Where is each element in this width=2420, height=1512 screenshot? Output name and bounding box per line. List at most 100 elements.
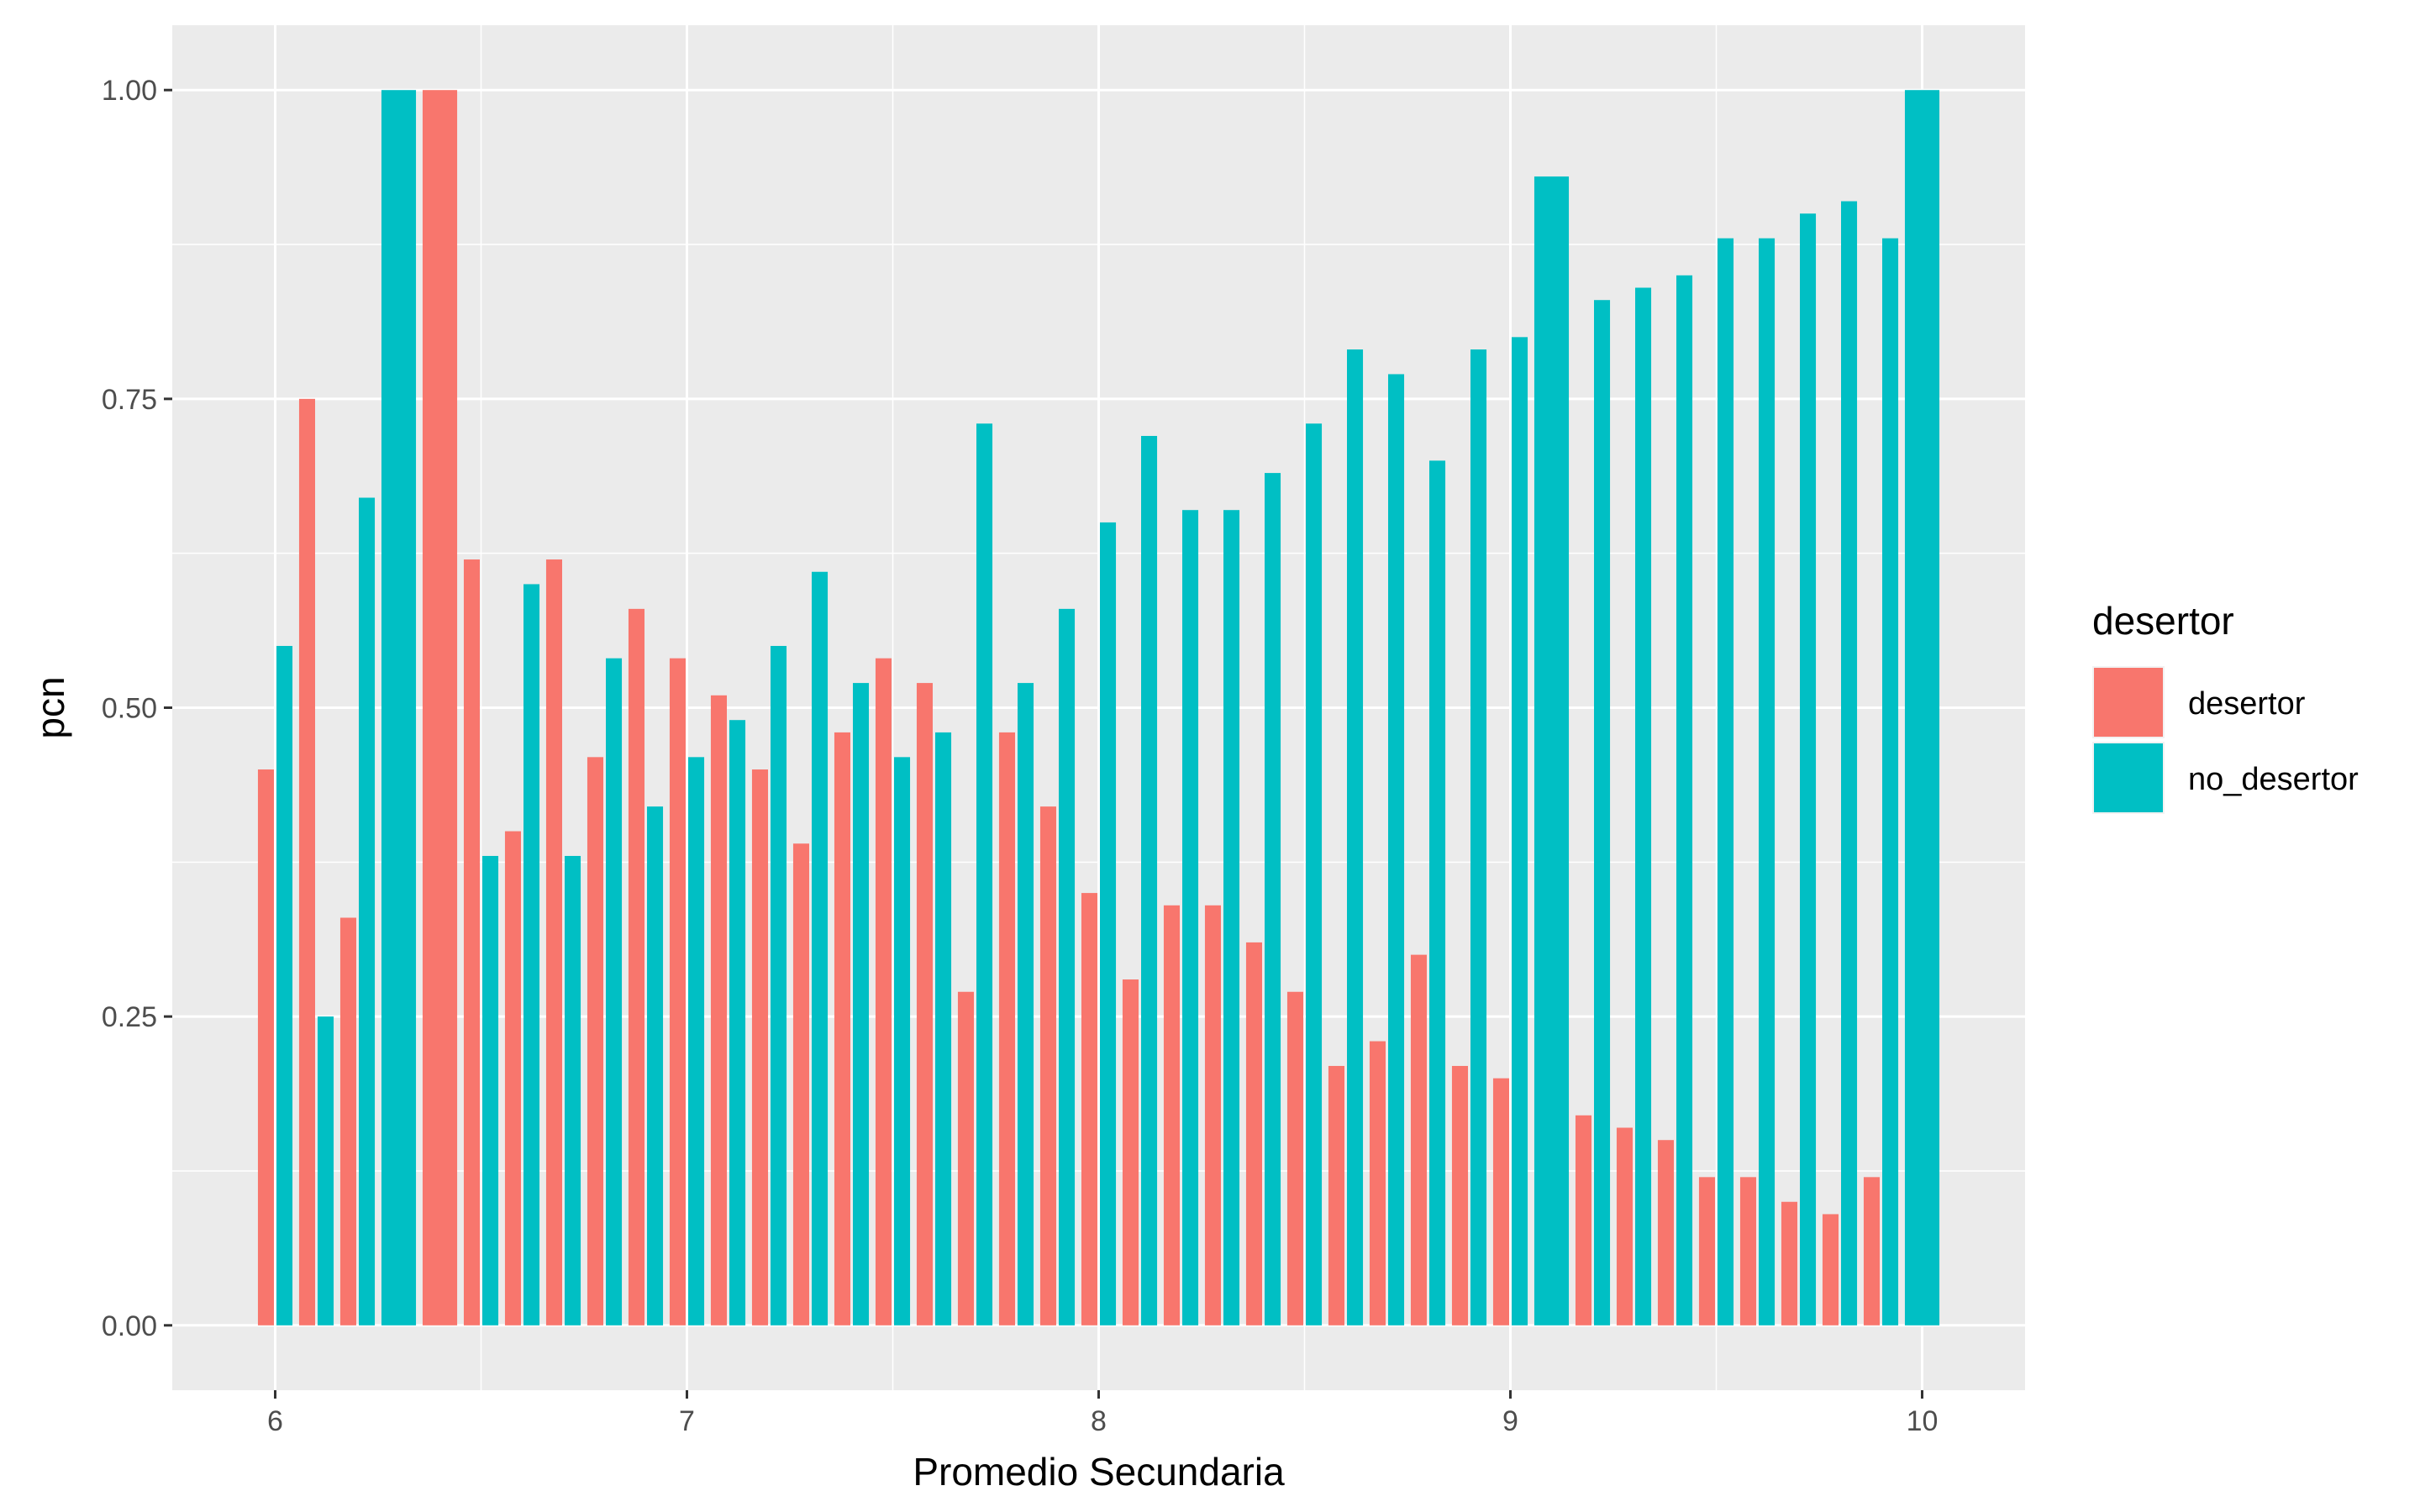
- bar-desertor-8.9: [1451, 1065, 1468, 1326]
- bar-desertor-7.0: [669, 658, 686, 1326]
- bar-desertor-7.9: [1039, 806, 1056, 1326]
- bar-desertor-9.9: [1863, 1177, 1880, 1326]
- major-gridlines: [172, 25, 2025, 1390]
- bar-no_desertor-8.4: [1265, 473, 1281, 1326]
- bar-no_desertor-10.0: [1904, 90, 1940, 1326]
- y-tick-label: 1.00: [102, 75, 157, 107]
- bar-no_desertor-9.5: [1718, 238, 1734, 1326]
- bar-desertor-6.0: [257, 769, 274, 1326]
- legend: desertor desertor no_desertor: [2092, 599, 2359, 814]
- bar-no_desertor-6.1: [318, 1016, 334, 1326]
- bar-no_desertor-8.1: [1141, 435, 1158, 1326]
- bar-no_desertor-7.4: [853, 683, 870, 1326]
- bar-desertor-8.7: [1369, 1041, 1386, 1326]
- bar-desertor-7.3: [792, 843, 809, 1326]
- bar-desertor-9.2: [1575, 1115, 1591, 1326]
- x-tick-label: 7: [679, 1405, 695, 1437]
- bar-desertor-7.4: [834, 732, 850, 1326]
- bar-desertor-8.4: [1245, 942, 1262, 1326]
- bar-no_desertor-7.0: [688, 757, 705, 1326]
- bar-no_desertor-9.1: [1534, 176, 1570, 1326]
- x-tick-label: 9: [1502, 1405, 1518, 1437]
- x-tick-label: 8: [1091, 1405, 1107, 1437]
- bar-no_desertor-8.7: [1388, 374, 1405, 1326]
- bar-desertor-9.6: [1739, 1177, 1756, 1326]
- y-tick-label: 0.75: [102, 384, 157, 416]
- bar-no_desertor-9.6: [1759, 238, 1776, 1326]
- bar-no_desertor-8.8: [1429, 460, 1446, 1326]
- bar-no_desertor-9.7: [1800, 213, 1817, 1326]
- bar-no_desertor-8.2: [1182, 510, 1199, 1326]
- bar-no_desertor-6.3: [381, 90, 417, 1326]
- bar-no_desertor-8.5: [1306, 423, 1323, 1326]
- bar-desertor-7.2: [751, 769, 768, 1326]
- bar-desertor-6.7: [545, 559, 562, 1326]
- bar-no_desertor-7.5: [894, 757, 911, 1326]
- bar-no_desertor-7.2: [771, 645, 787, 1326]
- bar-no_desertor-7.9: [1059, 608, 1076, 1326]
- bar-desertor-9.4: [1657, 1140, 1674, 1326]
- x-axis-title: Promedio Secundaria: [913, 1450, 1285, 1494]
- bar-no_desertor-6.8: [606, 658, 623, 1326]
- bar-desertor-8.0: [1081, 893, 1097, 1326]
- bar-desertor-7.6: [916, 683, 933, 1326]
- bar-desertor-6.6: [504, 831, 521, 1326]
- bar-no_desertor-6.9: [647, 806, 664, 1326]
- bar-desertor-6.8: [587, 757, 603, 1326]
- bar-desertor-7.5: [875, 658, 892, 1326]
- bar-no_desertor-7.3: [812, 571, 829, 1326]
- bar-desertor-9.3: [1616, 1127, 1633, 1326]
- y-axis-title: pcn: [29, 676, 72, 738]
- bar-desertor-8.2: [1163, 905, 1180, 1326]
- legend-label-no_desertor: no_desertor: [2188, 762, 2359, 797]
- bar-desertor-7.8: [998, 732, 1015, 1326]
- bar-desertor-8.1: [1122, 979, 1139, 1326]
- bar-desertor-6.9: [628, 608, 644, 1326]
- bar-desertor-8.6: [1328, 1065, 1344, 1326]
- bar-no_desertor-7.1: [729, 720, 746, 1326]
- bars: [257, 90, 1940, 1326]
- legend-label-desertor: desertor: [2188, 686, 2306, 722]
- bar-no_desertor-8.0: [1100, 522, 1117, 1326]
- bar-no_desertor-6.5: [482, 855, 499, 1326]
- bar-desertor-8.5: [1286, 991, 1303, 1326]
- bar-desertor-6.1: [298, 398, 315, 1326]
- legend-title: desertor: [2092, 599, 2234, 643]
- x-tick-label: 10: [1907, 1405, 1939, 1437]
- bar-desertor-9.8: [1822, 1214, 1839, 1326]
- bar-no_desertor-6.6: [523, 584, 540, 1326]
- bar-no_desertor-7.7: [976, 423, 993, 1326]
- bar-desertor-6.5: [463, 559, 480, 1326]
- bar-desertor-8.8: [1410, 954, 1427, 1326]
- bar-no_desertor-9.3: [1635, 287, 1652, 1326]
- legend-swatch-desertor: [2094, 668, 2163, 737]
- y-axis: 0.00 0.25 0.50 0.75 1.00: [102, 75, 172, 1342]
- y-tick-label: 0.25: [102, 1001, 157, 1033]
- bar-desertor-9.0: [1492, 1078, 1509, 1326]
- bar-desertor-9.5: [1698, 1177, 1715, 1326]
- bar-no_desertor-9.8: [1841, 201, 1858, 1326]
- bar-no_desertor-8.3: [1223, 510, 1240, 1326]
- bar-desertor-6.2: [339, 917, 356, 1326]
- bar-no_desertor-7.6: [935, 732, 952, 1326]
- bar-no_desertor-9.0: [1512, 337, 1528, 1326]
- bar-no_desertor-7.8: [1018, 683, 1034, 1326]
- bar-no_desertor-9.2: [1594, 300, 1611, 1326]
- x-axis: 6 7 8 9 10: [267, 1390, 1938, 1437]
- bar-no_desertor-6.0: [276, 645, 293, 1326]
- bar-no_desertor-6.7: [565, 855, 581, 1326]
- legend-swatch-no_desertor: [2094, 743, 2163, 812]
- bar-no_desertor-8.9: [1470, 349, 1487, 1326]
- bar-desertor-7.1: [710, 695, 727, 1326]
- x-tick-label: 6: [267, 1405, 283, 1437]
- y-tick-label: 0.00: [102, 1310, 157, 1342]
- bar-no_desertor-9.9: [1882, 238, 1899, 1326]
- bar-desertor-6.4: [422, 90, 458, 1326]
- bar-desertor-7.7: [957, 991, 974, 1326]
- bar-no_desertor-8.6: [1347, 349, 1364, 1326]
- bar-no_desertor-6.2: [359, 497, 376, 1326]
- bar-desertor-8.3: [1204, 905, 1221, 1326]
- bar-desertor-9.7: [1781, 1201, 1797, 1326]
- bar-no_desertor-9.4: [1676, 275, 1693, 1326]
